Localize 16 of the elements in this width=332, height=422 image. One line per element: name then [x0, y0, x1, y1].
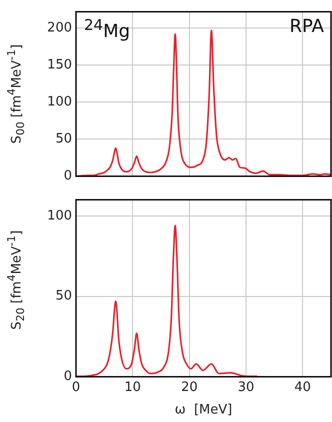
- y-tick-label: 150: [47, 57, 72, 72]
- y-tick-label: 0: [64, 369, 72, 384]
- annotation: RPA: [289, 16, 324, 37]
- x-tick-label: 10: [124, 380, 141, 395]
- y-tick-label: 50: [55, 132, 72, 147]
- y-tick-label: 200: [47, 20, 72, 36]
- y-tick-label: 50: [55, 288, 72, 304]
- x-axis-title: ω [MeV]: [174, 402, 232, 418]
- y-tick-label: 100: [47, 208, 72, 224]
- line-series: [76, 224, 258, 377]
- annotation: $^{24}$Mg: [84, 16, 130, 42]
- x-tick-label: 30: [238, 380, 254, 395]
- x-tick-label: 40: [294, 380, 311, 395]
- x-tick-label: 20: [181, 380, 198, 395]
- y-tick-label: 0: [64, 168, 72, 184]
- y-tick-label: 100: [47, 94, 72, 110]
